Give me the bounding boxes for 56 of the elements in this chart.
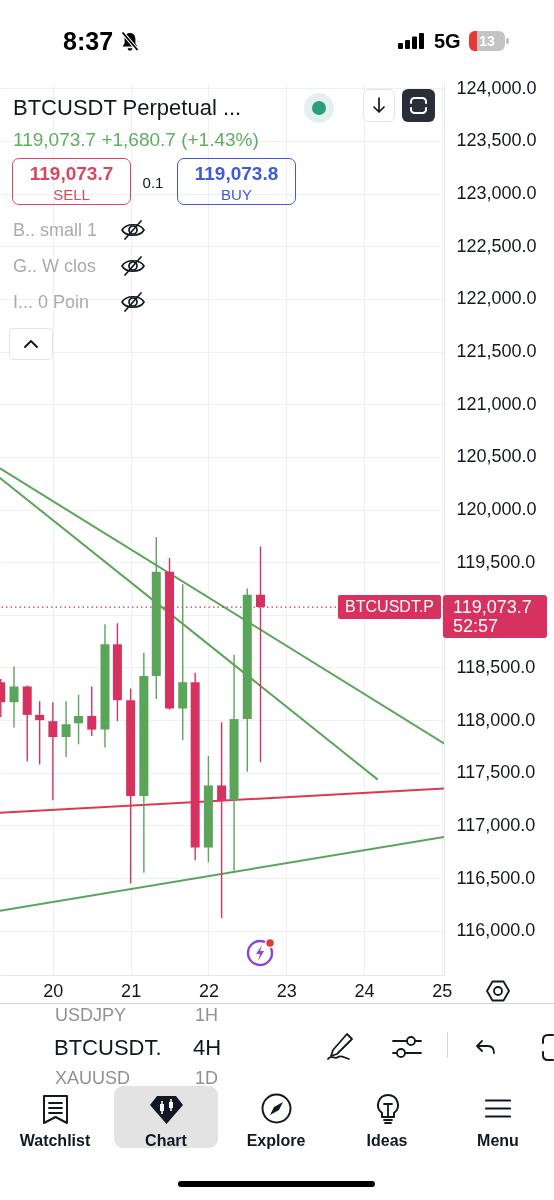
annotation: SELL	[53, 185, 90, 203]
annotation: 119,073.8	[194, 162, 279, 184]
y-tick-label: 117,500.0	[456, 762, 536, 783]
y-tick-label: 123,500.0	[456, 130, 537, 151]
y-tick-label: 121,000.0	[456, 393, 537, 414]
y-tick-label: 121,500.0	[456, 341, 537, 362]
y-tick-label: 116,500.0	[456, 867, 536, 888]
text: Watchlist	[19, 1132, 91, 1149]
text: 5G	[434, 30, 461, 52]
ref-line-label: BTCUSDT.P	[338, 595, 441, 620]
annotation: I... 0 Poin	[13, 292, 90, 312]
text: 119,073.7	[453, 597, 532, 618]
text: Explore	[246, 1132, 306, 1149]
text: Menu	[477, 1132, 519, 1149]
text: 4H	[193, 1035, 222, 1060]
text: XAUUSD	[55, 1068, 131, 1088]
annotation: 0.1	[142, 173, 164, 191]
text: 1H	[195, 1005, 219, 1025]
text: 1D	[195, 1068, 219, 1088]
x-tick-label: 22	[198, 980, 219, 1001]
annotation: BUY	[221, 185, 252, 203]
y-tick-label: 116,000.0	[456, 920, 536, 941]
candlestick	[9, 665, 19, 729]
y-tick-label: 122,000.0	[456, 288, 537, 309]
x-tick-label: 20	[43, 980, 64, 1001]
candlestick	[87, 685, 97, 737]
y-tick-label: 119,500.0	[456, 551, 536, 572]
text: Chart	[145, 1132, 187, 1149]
text: 52:57	[453, 616, 499, 637]
y-tick-label: 124,000.0	[456, 77, 537, 98]
y-tick-label: 118,500.0	[456, 656, 536, 677]
candlestick	[61, 700, 71, 758]
candlestick	[35, 700, 45, 766]
candlestick	[48, 701, 58, 801]
text: BTCUSDT.	[54, 1035, 162, 1060]
text: 119,073.7 +1,680.7 (+1.43%)	[13, 128, 259, 150]
annotation: 119,073.7	[29, 162, 114, 184]
y-tick-label: 117,000.0	[456, 814, 536, 835]
x-tick-label: 24	[354, 980, 375, 1001]
text: Ideas	[366, 1132, 408, 1149]
y-tick-label: 118,000.0	[456, 709, 536, 730]
candlestick	[217, 721, 227, 919]
x-tick-label: 23	[276, 980, 297, 1001]
x-tick-label: 25	[432, 980, 453, 1001]
candlestick	[74, 694, 84, 746]
text: BTCUSDT Perpetual ...	[13, 95, 242, 120]
text: 8:37	[63, 26, 114, 55]
text: USDJPY	[55, 1005, 127, 1025]
x-tick-label: 21	[121, 980, 142, 1001]
text: 13	[479, 33, 495, 49]
y-tick-label: 120,500.0	[456, 446, 537, 467]
annotation: B.. small 1	[13, 220, 98, 240]
y-tick-label: 122,500.0	[456, 235, 537, 256]
y-tick-label: 120,000.0	[456, 499, 537, 520]
annotation: G.. W clos	[13, 256, 97, 276]
y-tick-label: 123,000.0	[456, 183, 537, 204]
